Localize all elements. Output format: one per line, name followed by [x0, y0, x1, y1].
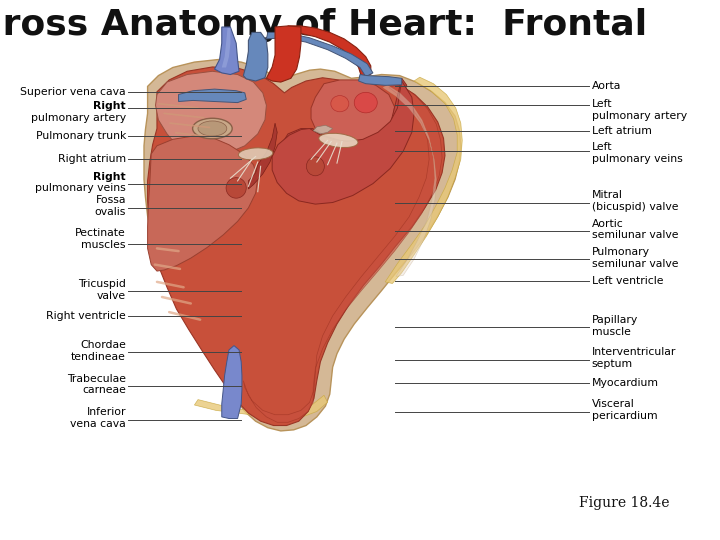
Polygon shape — [222, 28, 230, 68]
Text: Fossa: Fossa — [96, 195, 126, 205]
Polygon shape — [266, 26, 301, 82]
Text: Right: Right — [94, 172, 126, 181]
Text: Tricuspid: Tricuspid — [78, 279, 126, 289]
Text: Left: Left — [592, 99, 612, 109]
Polygon shape — [148, 136, 258, 271]
Text: Interventricular: Interventricular — [592, 347, 676, 357]
Text: Myocardium: Myocardium — [592, 379, 659, 388]
Ellipse shape — [354, 92, 377, 113]
Text: muscles: muscles — [81, 240, 126, 249]
Text: Right: Right — [94, 101, 126, 111]
Text: Inferior: Inferior — [86, 407, 126, 417]
Polygon shape — [156, 71, 266, 156]
Text: Visceral: Visceral — [592, 400, 634, 409]
Text: pulmonary veins: pulmonary veins — [592, 154, 683, 164]
Polygon shape — [222, 346, 242, 418]
Text: septum: septum — [592, 359, 633, 369]
Text: semilunar valve: semilunar valve — [592, 231, 678, 240]
Text: Right ventricle: Right ventricle — [46, 311, 126, 321]
Text: ovalis: ovalis — [94, 207, 126, 217]
Text: semilunar valve: semilunar valve — [592, 259, 678, 268]
Polygon shape — [248, 123, 277, 189]
Text: Figure 18.4e: Figure 18.4e — [579, 496, 670, 510]
Polygon shape — [148, 67, 445, 426]
Text: pulmonary veins: pulmonary veins — [35, 184, 126, 193]
Text: Chordae: Chordae — [80, 340, 126, 350]
Polygon shape — [359, 75, 402, 85]
Text: pulmonary artery: pulmonary artery — [592, 111, 687, 120]
Text: Left atrium: Left atrium — [592, 126, 652, 136]
Text: Trabeculae: Trabeculae — [67, 374, 126, 383]
Polygon shape — [144, 59, 461, 431]
Text: vena cava: vena cava — [71, 419, 126, 429]
Ellipse shape — [226, 178, 246, 198]
Text: Mitral: Mitral — [592, 190, 623, 200]
Polygon shape — [311, 80, 395, 143]
Polygon shape — [385, 77, 462, 284]
Ellipse shape — [192, 118, 232, 139]
Text: Pulmonary trunk: Pulmonary trunk — [35, 131, 126, 141]
Ellipse shape — [319, 133, 358, 147]
Polygon shape — [243, 32, 268, 81]
Polygon shape — [288, 26, 371, 77]
Text: Aortic: Aortic — [592, 219, 624, 228]
Text: Aorta: Aorta — [592, 82, 621, 91]
Text: pericardium: pericardium — [592, 411, 657, 421]
Polygon shape — [266, 32, 373, 77]
Ellipse shape — [330, 96, 348, 112]
Ellipse shape — [238, 148, 273, 160]
Text: tendineae: tendineae — [71, 352, 126, 362]
Text: Superior vena cava: Superior vena cava — [20, 87, 126, 97]
Text: carneae: carneae — [82, 386, 126, 395]
Polygon shape — [313, 125, 333, 134]
Text: Pectinate: Pectinate — [76, 228, 126, 238]
Polygon shape — [282, 78, 412, 185]
Text: Left ventricle: Left ventricle — [592, 276, 663, 286]
Text: pulmonary artery: pulmonary artery — [31, 113, 126, 123]
Polygon shape — [243, 85, 442, 422]
Ellipse shape — [307, 157, 324, 176]
Polygon shape — [383, 85, 436, 276]
Text: valve: valve — [97, 291, 126, 301]
Text: Gross Anatomy of Heart:  Frontal: Gross Anatomy of Heart: Frontal — [0, 8, 647, 42]
Text: Pulmonary: Pulmonary — [592, 247, 650, 256]
Text: Right atrium: Right atrium — [58, 154, 126, 164]
Ellipse shape — [198, 121, 227, 136]
Polygon shape — [194, 395, 328, 418]
Text: (bicuspid) valve: (bicuspid) valve — [592, 202, 678, 212]
Text: Left: Left — [592, 142, 612, 152]
Polygon shape — [272, 81, 414, 204]
Text: muscle: muscle — [592, 327, 631, 336]
Polygon shape — [215, 27, 239, 75]
Polygon shape — [179, 89, 246, 103]
Text: Papillary: Papillary — [592, 315, 638, 325]
